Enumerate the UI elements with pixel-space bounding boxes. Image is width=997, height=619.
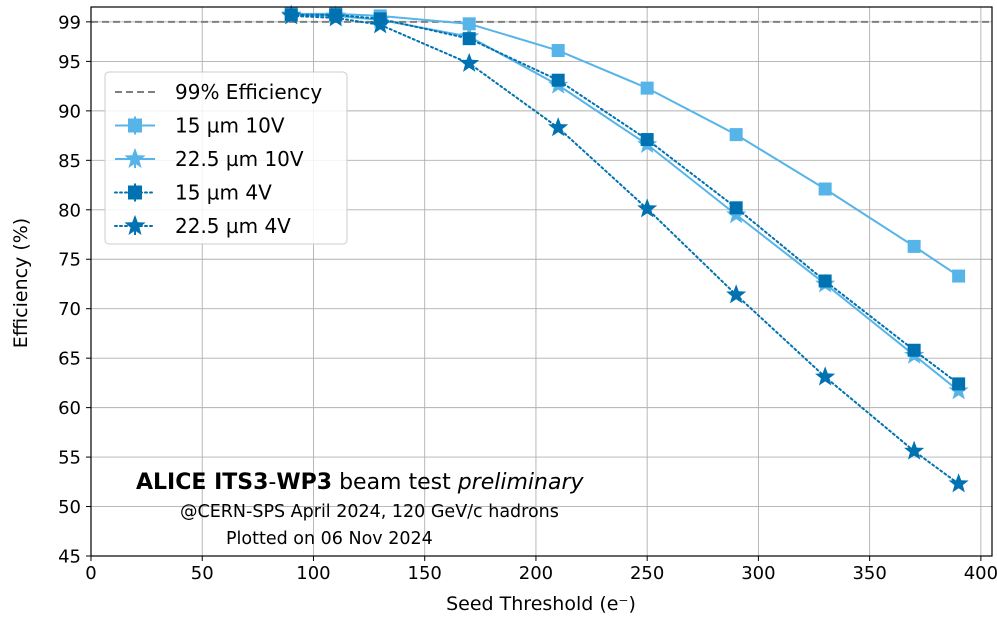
series-3 — [281, 5, 969, 493]
y-tick-label: 55 — [58, 448, 81, 469]
series-point — [640, 81, 654, 95]
legend-entry: 15 µm 10V — [115, 114, 285, 138]
x-tick-label: 100 — [296, 563, 330, 584]
legend-handle-marker — [124, 147, 146, 169]
x-tick-label: 300 — [741, 563, 775, 584]
series-point — [551, 73, 565, 87]
legend-entry: 99% Efficiency — [115, 80, 322, 104]
x-tick-label: 150 — [408, 563, 442, 584]
series-point — [818, 182, 832, 196]
series-point — [907, 343, 921, 357]
legend-label: 99% Efficiency — [175, 80, 322, 104]
legend-label: 15 µm 4V — [175, 181, 272, 205]
annotation-title-bold-2: WP3 — [276, 470, 332, 495]
legend-entry: 22.5 µm 4V — [114, 214, 291, 238]
legend-handle-marker — [128, 118, 142, 133]
series-point — [904, 440, 925, 460]
x-axis-title: Seed Threshold (e⁻) — [446, 593, 636, 615]
annotation-title: ALICE ITS3-WP3 beam test preliminary — [136, 470, 585, 495]
series-point — [729, 128, 743, 142]
series-point — [548, 117, 569, 137]
series-point — [281, 5, 302, 25]
x-tick-label: 250 — [630, 563, 664, 584]
y-tick-label: 90 — [58, 101, 81, 122]
x-tick-label: 400 — [964, 563, 997, 584]
axes: 0 50 100 150 200 250 300 350 400 45 50 55 60 65 70 75 80… — [58, 12, 997, 584]
series-point — [726, 284, 747, 304]
annotation-title-italic: preliminary — [457, 470, 585, 495]
y-tick-label: 65 — [58, 349, 81, 370]
legend-box — [104, 71, 348, 245]
legend-label: 22.5 µm 4V — [175, 214, 291, 238]
y-tick-label: 60 — [58, 398, 81, 419]
x-tick-label: 0 — [85, 563, 96, 584]
annotation-title-bold-1: ALICE ITS3 — [136, 470, 268, 495]
series-point — [462, 32, 476, 46]
legend-entry: 15 µm 4V — [114, 181, 272, 205]
y-tick-label: 85 — [58, 151, 81, 172]
series-point — [815, 366, 836, 386]
legend-label: 15 µm 10V — [175, 114, 285, 138]
annotation-block: ALICE ITS3-WP3 beam test preliminary @CE… — [136, 470, 585, 549]
legend-handle-marker — [124, 214, 146, 236]
series-point — [462, 17, 476, 31]
legend-label: 22.5 µm 10V — [175, 147, 304, 171]
y-tick-label: 99 — [58, 12, 81, 33]
series-point — [640, 133, 654, 147]
series-point — [948, 473, 969, 493]
y-tick-label: 50 — [58, 497, 81, 518]
series-point — [325, 7, 346, 27]
y-tick-label: 80 — [58, 200, 81, 221]
series-group — [281, 4, 969, 493]
series-point — [459, 52, 480, 72]
legend: 99% Efficiency 15 µm 10V 22.5 µm 10V 15 µm … — [104, 71, 348, 245]
series-point — [952, 269, 966, 283]
y-tick-label: 70 — [58, 299, 81, 320]
annotation-line-3: Plotted on 06 Nov 2024 — [226, 529, 433, 549]
legend-handle-marker — [128, 185, 142, 200]
series-point — [907, 239, 921, 253]
series-line — [290, 14, 960, 485]
x-tick-label: 200 — [519, 563, 553, 584]
y-axis-title: Efficiency (%) — [10, 218, 32, 348]
y-tick-label: 95 — [58, 52, 81, 73]
annotation-title-sep: - — [268, 470, 276, 495]
series-point — [370, 14, 391, 34]
series-point — [551, 44, 565, 58]
series-line — [290, 13, 960, 385]
series-point — [818, 274, 832, 288]
series-point — [952, 377, 966, 391]
x-tick-label: 50 — [191, 563, 214, 584]
y-tick-label: 45 — [58, 547, 81, 568]
x-tick-label: 350 — [852, 563, 886, 584]
annotation-title-normal: beam test — [332, 470, 458, 495]
plot-frame — [90, 6, 993, 557]
y-tick-label: 75 — [58, 250, 81, 271]
series-point — [729, 201, 743, 215]
series-point — [637, 198, 658, 218]
legend-entry: 22.5 µm 10V — [115, 147, 304, 171]
series-line — [291, 12, 960, 277]
annotation-line-2: @CERN-SPS April 2024, 120 GeV/c hadrons — [180, 502, 559, 522]
